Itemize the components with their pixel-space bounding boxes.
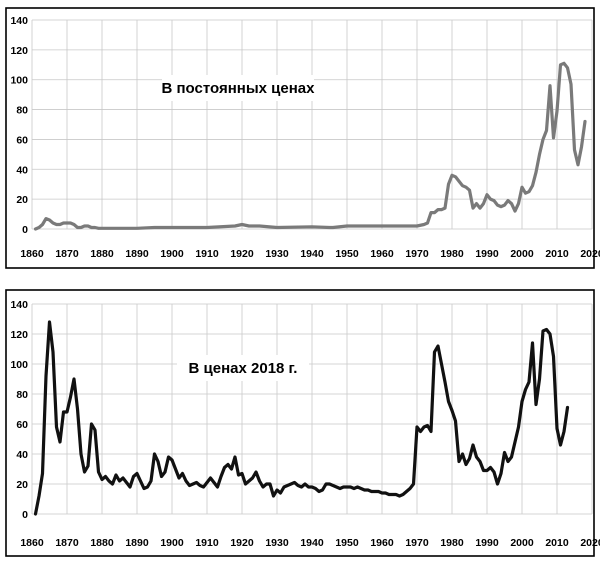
x-tick-label: 2000 bbox=[510, 537, 534, 549]
x-tick-label: 1920 bbox=[230, 248, 254, 260]
x-tick-label: 1970 bbox=[405, 537, 429, 549]
x-tick-label: 1860 bbox=[20, 537, 44, 549]
x-tick-label: 1900 bbox=[160, 248, 184, 260]
x-tick-label: 1890 bbox=[125, 248, 149, 260]
y-tick-label: 140 bbox=[10, 299, 28, 311]
x-tick-label: 1990 bbox=[475, 248, 499, 260]
y-tick-label: 120 bbox=[10, 45, 28, 57]
annotation-box bbox=[177, 355, 309, 381]
y-tick-label: 80 bbox=[16, 105, 28, 117]
y-tick-label: 60 bbox=[16, 419, 28, 431]
chart-2018-prices: 1860 1870 1880 1890 1900 1910 1920 1930 1940 1950… bbox=[0, 284, 600, 566]
x-tick-label: 1980 bbox=[440, 248, 464, 260]
series-line bbox=[33, 61, 587, 231]
x-tick-label: 1900 bbox=[160, 537, 184, 549]
x-tick-label: 2000 bbox=[510, 248, 534, 260]
x-tick-label: 1940 bbox=[300, 537, 324, 549]
x-tick-label: 1970 bbox=[405, 248, 429, 260]
x-tick-label: 1860 bbox=[20, 248, 44, 260]
x-tick-label: 1890 bbox=[125, 537, 149, 549]
chart-frame bbox=[5, 289, 595, 557]
chart-frame bbox=[5, 7, 595, 269]
y-tick-label: 140 bbox=[10, 15, 28, 27]
chart-2018-prices-svg: 1860 1870 1880 1890 1900 1910 1920 1930 1940 1950… bbox=[5, 289, 600, 557]
x-tick-label: 1960 bbox=[370, 537, 394, 549]
series-line bbox=[33, 320, 570, 516]
x-tick-label: 2010 bbox=[545, 248, 569, 260]
y-tick-label: 120 bbox=[10, 329, 28, 341]
chart-annotation: В постоянных ценах bbox=[162, 80, 316, 97]
y-tick-label: 80 bbox=[16, 389, 28, 401]
y-tick-label: 0 bbox=[22, 224, 28, 236]
y-tick-label: 20 bbox=[16, 194, 28, 206]
x-tick-label: 1920 bbox=[230, 537, 254, 549]
y-tick-label: 20 bbox=[16, 479, 28, 491]
chart-constant-prices: 1860 1870 1880 1890 1900 1910 1920 1930 1940 1950… bbox=[0, 0, 600, 278]
y-tick-label: 40 bbox=[16, 449, 28, 461]
x-tick-label: 1990 bbox=[475, 537, 499, 549]
x-tick-label: 1940 bbox=[300, 248, 324, 260]
x-tick-label: 1930 bbox=[265, 248, 289, 260]
y-tick-label: 0 bbox=[22, 509, 28, 521]
x-tick-label: 1880 bbox=[90, 537, 114, 549]
y-tick-label: 100 bbox=[10, 75, 28, 87]
y-tick-label: 60 bbox=[16, 134, 28, 146]
chart-annotation: В ценах 2018 г. bbox=[189, 360, 298, 377]
x-tick-label: 1910 bbox=[195, 248, 219, 260]
annotation-box bbox=[162, 75, 314, 101]
x-tick-label: 1980 bbox=[440, 537, 464, 549]
x-tick-label: 1950 bbox=[335, 248, 359, 260]
x-tick-label: 1950 bbox=[335, 537, 359, 549]
x-tick-label: 1870 bbox=[55, 248, 79, 260]
x-tick-label: 1960 bbox=[370, 248, 394, 260]
x-tick-label: 1930 bbox=[265, 537, 289, 549]
x-tick-label: 1910 bbox=[195, 537, 219, 549]
x-tick-label: 1870 bbox=[55, 537, 79, 549]
x-tick-label: 2010 bbox=[545, 537, 569, 549]
x-tick-label: 1880 bbox=[90, 248, 114, 260]
chart-constant-prices-svg: 1860 1870 1880 1890 1900 1910 1920 1930 1940 1950… bbox=[5, 7, 600, 269]
y-tick-label: 100 bbox=[10, 359, 28, 371]
y-tick-label: 40 bbox=[16, 164, 28, 176]
